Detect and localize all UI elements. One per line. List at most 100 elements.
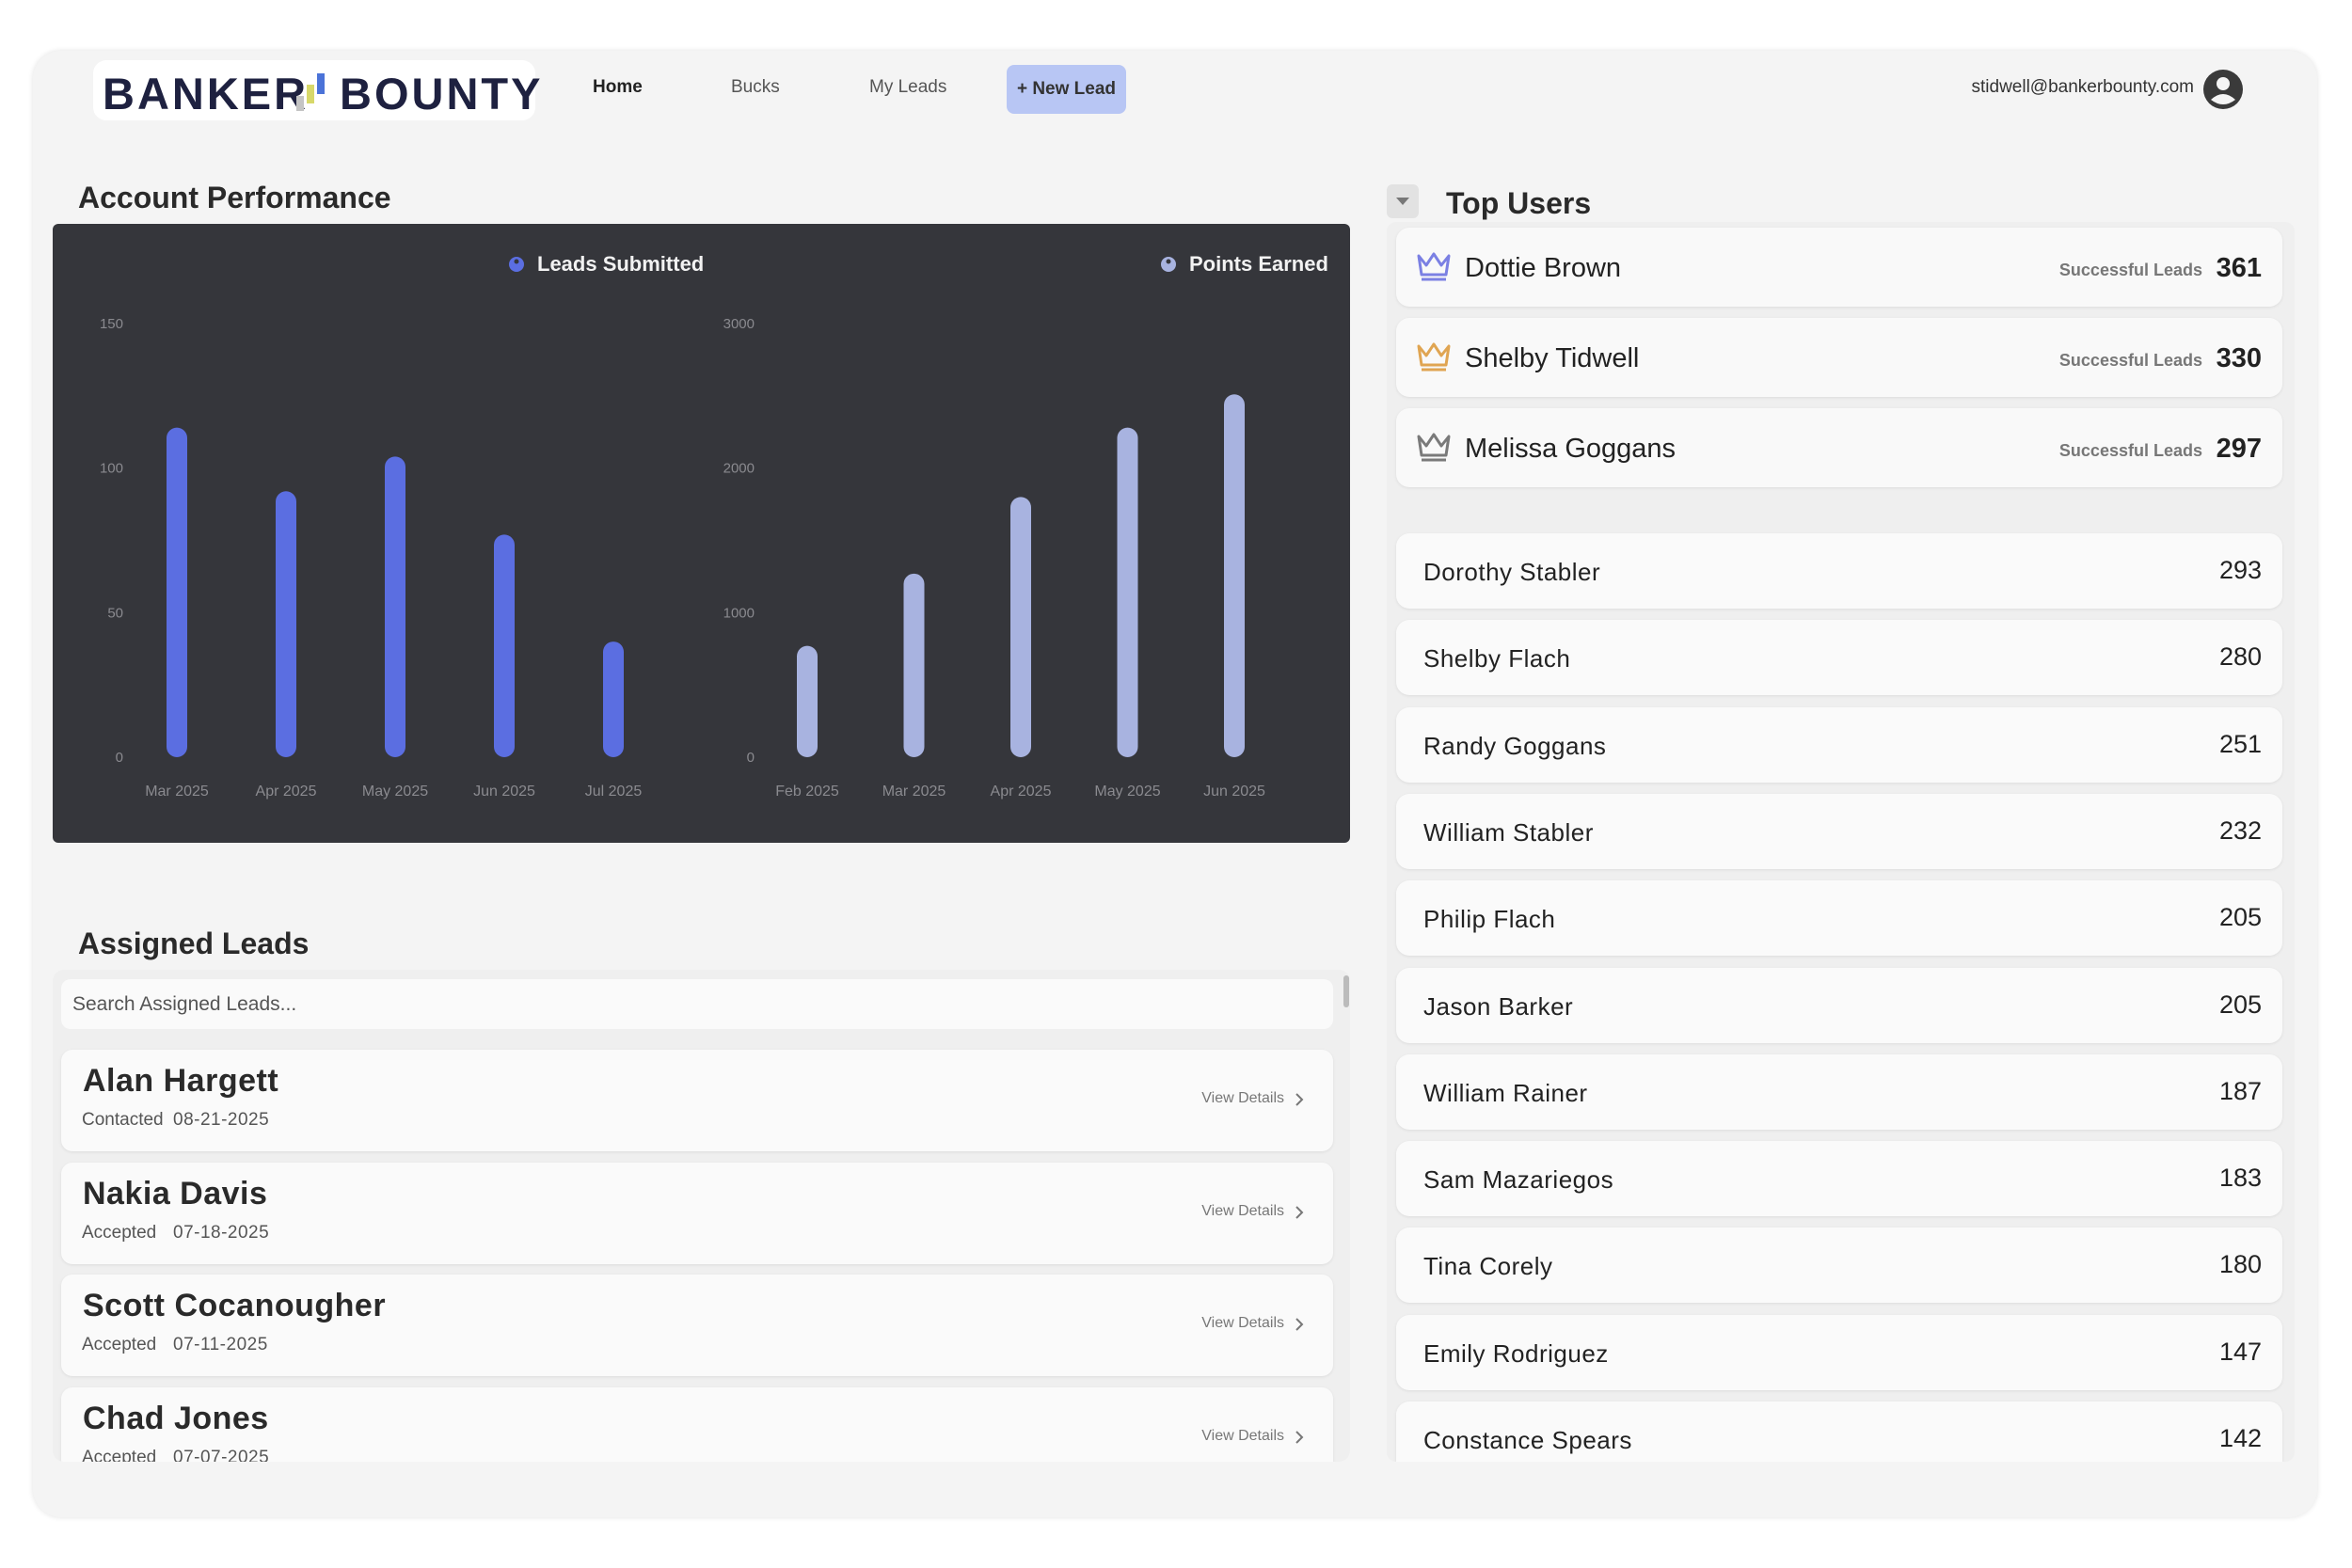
leader-count: 361 <box>2216 253 2262 283</box>
user-row[interactable]: Emily Rodriguez 147 <box>1396 1314 2282 1390</box>
lead-card[interactable]: Scott Cocanougher Accepted 07-11-2025 View … <box>61 1275 1333 1376</box>
legend-marker-dot <box>1166 259 1171 264</box>
lead-name: Chad Jones <box>83 1400 269 1436</box>
y-tick-label: 100 <box>100 461 123 477</box>
x-tick-label: Jul 2025 <box>585 784 643 800</box>
leader-count: 330 <box>2216 343 2262 373</box>
search-box[interactable]: Search Assigned Leads... <box>61 979 1333 1029</box>
lead-card[interactable]: Chad Jones Accepted 07-07-2025 View Details <box>61 1386 1333 1463</box>
metric-label: Successful Leads <box>2058 441 2202 460</box>
nav-home[interactable]: Home <box>593 77 643 97</box>
bar <box>1117 427 1138 757</box>
user-row[interactable]: Philip Flach 205 <box>1396 880 2282 957</box>
lead-name: Scott Cocanougher <box>83 1288 387 1323</box>
bar <box>167 427 187 757</box>
lead-status: Accepted <box>82 1447 157 1463</box>
user-count: 180 <box>2218 1250 2262 1279</box>
crown-path <box>1417 252 1451 281</box>
chevron-path <box>1295 1205 1304 1219</box>
user-name: William Rainer <box>1423 1078 1588 1107</box>
user-count: 251 <box>2218 729 2262 758</box>
legend-marker <box>1161 257 1176 272</box>
y-tick-label: 1000 <box>723 605 755 621</box>
crown-icon <box>1417 252 1451 281</box>
lead-card[interactable]: Nakia Davis Accepted 07-18-2025 View Detail… <box>61 1162 1333 1264</box>
x-tick-label: Mar 2025 <box>145 784 209 800</box>
user-count: 183 <box>2218 1164 2262 1193</box>
lead-name: Nakia Davis <box>83 1175 268 1212</box>
user-count: 232 <box>2218 816 2262 845</box>
charts: 0 50 100 150 Leads Submitted Mar 2025 Apr 2025… <box>100 252 1328 800</box>
legend-label: Leads Submitted <box>537 252 704 276</box>
crown-icon <box>1417 342 1451 372</box>
user-name: William Stabler <box>1423 817 1594 847</box>
view-details[interactable]: View Details <box>1201 1202 1284 1219</box>
leader-row[interactable]: Melissa Goggans Successful Leads 297 <box>1396 408 2282 487</box>
logo-text: BANKER <box>103 69 310 119</box>
lead-date: 07-18-2025 <box>173 1222 270 1243</box>
bar <box>903 573 925 757</box>
new-lead-button[interactable]: + New Lead <box>1007 65 1126 114</box>
view-details[interactable]: View Details <box>1201 1315 1284 1331</box>
user-name: Sam Mazariegos <box>1423 1165 1614 1195</box>
user-name: Jason Barker <box>1423 991 1574 1021</box>
leader-row[interactable]: Dottie Brown Successful Leads 361 <box>1396 228 2282 307</box>
user-name: Tina Corely <box>1423 1252 1553 1281</box>
y-tick-label: 3000 <box>723 316 755 332</box>
user-row[interactable]: Tina Corely 180 <box>1396 1227 2282 1304</box>
user-name: Shelby Flach <box>1423 644 1571 673</box>
lead-date: 08-21-2025 <box>173 1110 270 1130</box>
x-tick-label: May 2025 <box>1094 784 1160 800</box>
y-tick-label: 0 <box>747 750 755 766</box>
crown-icon <box>1417 433 1451 462</box>
x-tick-label: Jun 2025 <box>473 784 535 800</box>
user-email[interactable]: stidwell@bankerbounty.com <box>1971 77 2195 97</box>
chevron <box>1295 1430 1304 1444</box>
legend-marker-dot <box>514 259 519 264</box>
nav-my-leads[interactable]: My Leads <box>869 77 947 97</box>
chart-panel: 0 50 100 150 Leads Submitted Mar 2025 Apr 2025… <box>53 224 1350 843</box>
chevron <box>1295 1093 1304 1106</box>
user-count: 147 <box>2218 1337 2262 1366</box>
crown-path <box>1417 433 1451 462</box>
user-row[interactable]: Dorothy Stabler 293 <box>1396 533 2282 609</box>
chevron-path <box>1295 1430 1304 1444</box>
user-row[interactable]: Jason Barker 205 <box>1396 967 2282 1043</box>
y-tick-label: 50 <box>107 605 123 621</box>
chevron <box>1295 1205 1304 1219</box>
bar <box>797 645 818 757</box>
section-title: Assigned Leads <box>78 927 310 960</box>
x-tick-label: Feb 2025 <box>775 784 839 800</box>
logo-text: BOUNTY <box>340 69 544 119</box>
view-details[interactable]: View Details <box>1201 1090 1284 1106</box>
nav-bucks[interactable]: Bucks <box>731 77 780 97</box>
user-count: 142 <box>2218 1424 2262 1452</box>
legend-label: Points Earned <box>1189 252 1328 276</box>
user-row[interactable]: Randy Goggans 251 <box>1396 706 2282 783</box>
view-details[interactable]: View Details <box>1201 1427 1284 1444</box>
user-row[interactable]: William Rainer 187 <box>1396 1053 2282 1130</box>
lead-card[interactable]: Alan Hargett Contacted 08-21-2025 View Deta… <box>61 1050 1333 1151</box>
bar <box>385 456 405 757</box>
bar <box>276 491 296 757</box>
logo-icon <box>296 73 325 111</box>
user-row[interactable]: Sam Mazariegos 183 <box>1396 1141 2282 1217</box>
lead-status: Contacted <box>82 1110 164 1130</box>
user-row[interactable]: William Stabler 232 <box>1396 793 2282 869</box>
user-row[interactable]: Shelby Flach 280 <box>1396 620 2282 696</box>
user-name: Dorothy Stabler <box>1423 558 1601 586</box>
chevron-path <box>1295 1093 1304 1106</box>
logo[interactable]: BANKER BOUNTY <box>93 60 540 120</box>
leader-row[interactable]: Shelby Tidwell Successful Leads 330 <box>1396 318 2282 397</box>
collapse-toggle[interactable] <box>1387 184 1419 218</box>
scrollbar[interactable] <box>1343 975 1349 1007</box>
user-name: Randy Goggans <box>1423 731 1607 760</box>
bar <box>1010 497 1031 757</box>
y-tick-label: 2000 <box>723 461 755 477</box>
avatar[interactable] <box>2201 68 2245 111</box>
y-tick-label: 150 <box>100 316 123 332</box>
lead-status: Accepted <box>82 1335 157 1354</box>
user-count: 187 <box>2218 1076 2262 1105</box>
user-row[interactable]: Constance Spears 142 <box>1396 1402 2282 1462</box>
